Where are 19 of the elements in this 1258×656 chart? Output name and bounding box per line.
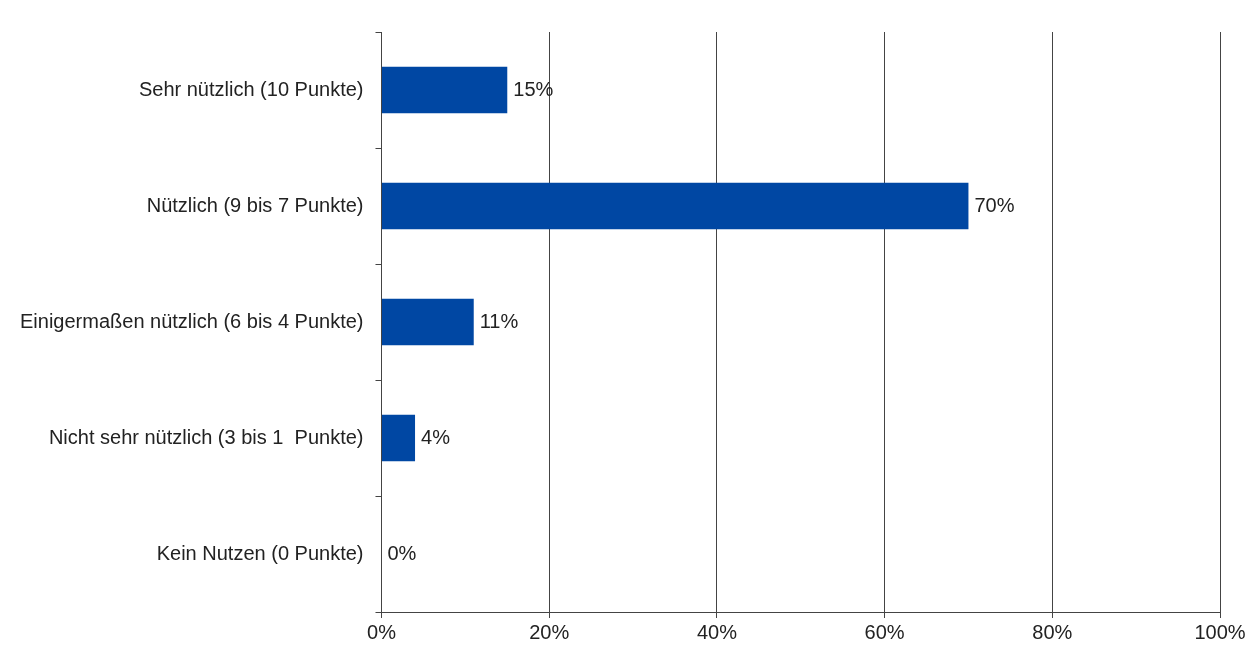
y-tick-label: Einigermaßen nützlich (6 bis 4 Punkte)	[20, 309, 364, 332]
y-tick-label: Kein Nutzen (0 Punkte)	[156, 541, 364, 564]
x-tick-label: 80%	[1032, 620, 1073, 643]
data-label: 4%	[421, 425, 451, 448]
x-tick-label: 0%	[367, 620, 397, 643]
x-tick-label: 40%	[696, 620, 738, 643]
bar	[382, 414, 416, 462]
data-label: 11%	[479, 309, 519, 332]
bar	[382, 66, 508, 114]
bar	[382, 298, 474, 346]
x-tick-label: 100%	[1194, 620, 1246, 643]
y-tick-label: Sehr nützlich (10 Punkte)	[138, 77, 364, 100]
x-tick-label: 60%	[864, 620, 905, 643]
data-label: 0%	[387, 541, 417, 564]
data-label: 70%	[974, 193, 1015, 216]
x-tick-label: 20%	[529, 620, 570, 643]
bar	[382, 182, 969, 230]
y-tick-label: Nützlich (9 bis 7 Punkte)	[146, 193, 364, 216]
y-tick-label: Nicht sehr nützlich (3 bis 1 Punkte)	[48, 425, 364, 448]
